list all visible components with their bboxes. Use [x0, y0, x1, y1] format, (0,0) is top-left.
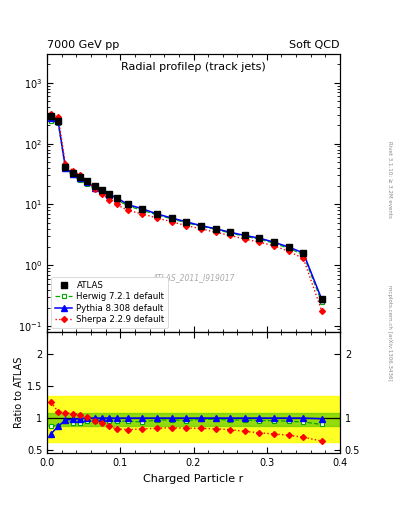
Text: Radial profileρ (track jets): Radial profileρ (track jets): [121, 62, 266, 72]
Text: Soft QCD: Soft QCD: [290, 39, 340, 50]
Text: Rivet 3.1.10; ≥ 3.2M events: Rivet 3.1.10; ≥ 3.2M events: [387, 141, 392, 218]
Text: 7000 GeV pp: 7000 GeV pp: [47, 39, 119, 50]
Legend: ATLAS, Herwig 7.2.1 default, Pythia 8.308 default, Sherpa 2.2.9 default: ATLAS, Herwig 7.2.1 default, Pythia 8.30…: [51, 277, 168, 328]
Y-axis label: Ratio to ATLAS: Ratio to ATLAS: [14, 357, 24, 429]
Text: mcplots.cern.ch [arXiv:1306.3436]: mcplots.cern.ch [arXiv:1306.3436]: [387, 285, 392, 380]
Text: ATLAS_2011_I919017: ATLAS_2011_I919017: [152, 273, 235, 282]
X-axis label: Charged Particle r: Charged Particle r: [143, 474, 244, 483]
